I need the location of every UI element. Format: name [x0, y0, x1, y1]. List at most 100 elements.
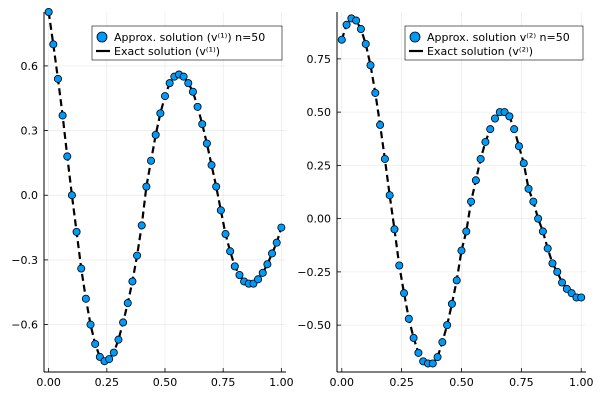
- approx-point: [558, 278, 567, 287]
- approx-point: [548, 259, 557, 268]
- approx-point: [221, 230, 230, 239]
- approx-point: [467, 197, 476, 206]
- legend-box: [91, 25, 283, 61]
- approx-point: [414, 348, 423, 357]
- x-tick-label: 0.50: [449, 376, 474, 389]
- legend-label-approx: Approx. solution v⁽²⁾ n=50: [427, 31, 570, 44]
- approx-point: [207, 161, 216, 170]
- y-tick-label: 0.3: [21, 125, 39, 138]
- approx-point: [133, 251, 142, 260]
- approx-point: [58, 111, 67, 120]
- approx-point: [77, 264, 86, 273]
- subplot-2: 0.00 0.25 0.50 0.75 1.00 −0.50 −0.25 0.00 0.25 0.…: [297, 12, 593, 389]
- y-tick-label: −0.25: [297, 266, 331, 279]
- approx-point: [380, 154, 389, 163]
- approx-point: [356, 25, 365, 34]
- legend-label-exact: Exact solution (v⁽²⁾): [427, 45, 533, 58]
- approx-point: [486, 125, 495, 134]
- y-tick-label: 0.75: [307, 53, 332, 66]
- approx-point: [147, 156, 156, 165]
- x-tick-label: 0.00: [36, 376, 61, 389]
- approx-point: [188, 87, 197, 96]
- approx-point: [385, 191, 394, 200]
- x-tick-label: 1.00: [569, 376, 594, 389]
- approx-point: [553, 267, 562, 276]
- approx-point: [123, 299, 132, 308]
- approx-point: [114, 335, 123, 344]
- approx-point: [457, 246, 466, 255]
- approx-point: [395, 261, 404, 270]
- y-tick-label: −0.3: [11, 254, 38, 267]
- approx-point: [342, 20, 351, 29]
- approx-point: [226, 247, 235, 256]
- approx-point: [63, 152, 72, 161]
- x-tick-label: 0.25: [389, 376, 414, 389]
- approx-point: [137, 221, 146, 230]
- y-tick-label: 0.25: [307, 159, 332, 172]
- approx-point: [529, 197, 538, 206]
- approx-point: [230, 262, 239, 271]
- legend-marker-approx: [409, 31, 421, 43]
- approx-point: [514, 142, 523, 151]
- approx-point: [81, 294, 90, 303]
- approx-point: [212, 182, 221, 191]
- x-tick-label: 0.75: [211, 376, 236, 389]
- approx-point: [443, 321, 452, 330]
- approx-point: [109, 348, 118, 357]
- approx-point: [179, 72, 188, 81]
- approx-point: [376, 120, 385, 129]
- approx-point: [49, 40, 58, 49]
- approx-point: [198, 120, 207, 129]
- approx-point: [371, 88, 380, 97]
- approx-point: [577, 293, 586, 302]
- approx-point: [471, 176, 480, 185]
- y-tick-label: 0.0: [21, 189, 39, 202]
- legend-box: [404, 25, 584, 61]
- approx-point: [202, 139, 211, 148]
- approx-point: [352, 16, 361, 25]
- approx-point: [235, 270, 244, 279]
- legend-marker-approx: [96, 31, 108, 43]
- plot-area: [337, 14, 586, 368]
- x-tick-label: 0.75: [509, 376, 534, 389]
- approx-point: [105, 355, 114, 364]
- approx-point: [404, 314, 413, 323]
- approx-point: [543, 244, 552, 253]
- approx-point: [151, 130, 160, 139]
- approx-point: [160, 92, 169, 101]
- approx-point: [361, 39, 370, 48]
- approx-point: [409, 333, 418, 342]
- x-tick-label: 0.25: [95, 376, 120, 389]
- approx-point: [53, 74, 62, 83]
- legend-label-approx: Approx. solution (v⁽¹⁾) n=50: [114, 31, 265, 44]
- approx-point: [337, 35, 346, 44]
- x-tick-label: 0.00: [330, 376, 355, 389]
- approx-point: [524, 184, 533, 193]
- approx-point: [86, 320, 95, 329]
- x-tick-label: 0.50: [153, 376, 178, 389]
- approx-point: [366, 61, 375, 70]
- approx-point: [67, 191, 76, 200]
- approx-point: [44, 7, 53, 16]
- approx-point: [128, 277, 137, 286]
- y-tick-label: 0.6: [21, 60, 39, 73]
- approx-point: [428, 359, 437, 368]
- approx-point: [447, 299, 456, 308]
- approx-point: [538, 227, 547, 236]
- approx-point: [193, 102, 202, 111]
- approx-point: [491, 114, 500, 123]
- legend-label-exact: Exact solution (v⁽¹⁾): [114, 45, 220, 58]
- approx-point: [505, 112, 514, 121]
- x-tick-label: 1.00: [269, 376, 294, 389]
- approx-point: [72, 227, 81, 236]
- approx-point: [433, 353, 442, 362]
- approx-point: [534, 214, 543, 223]
- approx-point: [184, 79, 193, 88]
- approx-point: [476, 154, 485, 163]
- approx-point: [119, 318, 128, 327]
- approx-point: [519, 159, 528, 168]
- subplot-1: 0.00 0.25 0.50 0.75 1.00 −0.6 −0.3 0.0 0.3 0.6 App…: [11, 7, 294, 389]
